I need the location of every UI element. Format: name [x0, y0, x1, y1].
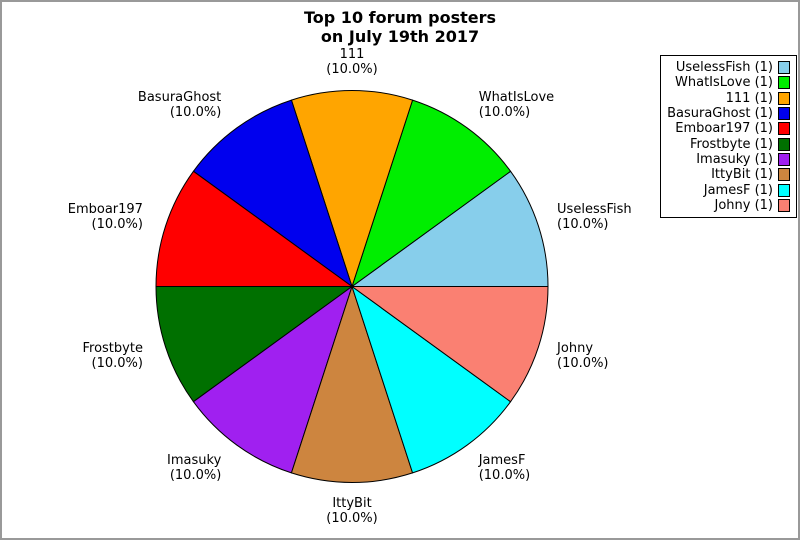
- legend-color-swatch: [778, 107, 790, 121]
- slice-label-percent: (10.0%): [169, 468, 222, 484]
- slice-label-percent: (10.0%): [91, 355, 143, 371]
- slice-label-name: 111: [339, 46, 365, 62]
- pie-slice-Johny: [351, 286, 549, 403]
- slice-label-Emboar197: Emboar197 (10.0%): [68, 202, 143, 232]
- slice-label-percent: (10.0%): [478, 104, 531, 120]
- slice-label-name: Emboar197: [67, 202, 143, 218]
- legend-item-label: Johny (1): [714, 197, 773, 213]
- slice-label-Johny: Johny (10.0%): [557, 341, 608, 371]
- pie-slice-111: [290, 90, 414, 287]
- legend-item-label: IttyBit (1): [711, 167, 773, 183]
- pie-slice-JamesF: [351, 286, 512, 474]
- slice-label-percent: (10.0%): [557, 355, 609, 371]
- pie-slice-Emboar197: [155, 170, 353, 287]
- legend-item-111: 111 (1): [665, 91, 790, 106]
- slice-label-name: UselessFish: [557, 202, 632, 218]
- slice-label-percent: (10.0%): [169, 104, 222, 120]
- legend-item-label: BasuraGhost (1): [667, 106, 773, 122]
- legend-item-WhatIsLove: WhatIsLove (1): [665, 75, 790, 90]
- slice-label-111: 111 (10.0%): [326, 47, 377, 77]
- legend-color-swatch: [778, 91, 790, 105]
- legend-item-BasuraGhost: BasuraGhost (1): [665, 106, 790, 121]
- legend-color-swatch: [778, 198, 790, 212]
- legend-item-label: 111 (1): [725, 90, 773, 106]
- pie-slice-BasuraGhost: [192, 99, 353, 287]
- legend-item-Frostbyte: Frostbyte (1): [665, 136, 790, 152]
- slice-label-name: Johny: [557, 340, 594, 356]
- legend-item-IttyBit: IttyBit (1): [665, 167, 790, 182]
- legend-item-JamesF: JamesF (1): [665, 182, 790, 198]
- legend-color-swatch: [778, 168, 790, 182]
- legend: UselessFish (1) WhatIsLove (1) 111 (1) Basu…: [660, 55, 797, 218]
- slice-label-name: BasuraGhost: [137, 89, 222, 105]
- slice-label-name: IttyBit: [332, 496, 372, 512]
- legend-item-Emboar197: Emboar197 (1): [665, 121, 790, 136]
- slice-label-percent: (10.0%): [326, 511, 378, 527]
- slice-label-name: Imasuky: [167, 453, 222, 469]
- slice-label-percent: (10.0%): [478, 468, 531, 484]
- pie-slice-IttyBit: [290, 286, 414, 483]
- legend-color-swatch: [778, 152, 790, 166]
- pie-slice-WhatIsLove: [351, 99, 512, 287]
- chart-title-line-1: Top 10 forum posters: [304, 8, 496, 27]
- slice-label-IttyBit: IttyBit (10.0%): [326, 496, 377, 526]
- legend-item-label: JamesF (1): [703, 182, 773, 198]
- legend-item-UselessFish: UselessFish (1): [665, 60, 790, 75]
- chart-title-line-2: on July 19th 2017: [320, 27, 480, 46]
- legend-color-swatch: [778, 183, 790, 197]
- slice-label-WhatIsLove: WhatIsLove (10.0%): [479, 90, 554, 120]
- slice-label-percent: (10.0%): [326, 61, 378, 77]
- slice-label-name: WhatIsLove: [478, 89, 555, 105]
- legend-item-Imasuky: Imasuky (1): [665, 152, 790, 167]
- legend-color-swatch: [778, 137, 790, 151]
- slice-label-UselessFish: UselessFish (10.0%): [557, 202, 632, 232]
- pie-slice-Frostbyte: [155, 286, 353, 403]
- legend-color-swatch: [778, 61, 790, 75]
- slice-label-Frostbyte: Frostbyte (10.0%): [82, 341, 142, 371]
- legend-item-label: Frostbyte (1): [689, 136, 773, 152]
- slice-label-JamesF: JamesF (10.0%): [479, 453, 530, 483]
- chart-title: Top 10 forum posters on July 19th 2017: [2, 8, 798, 46]
- slice-label-percent: (10.0%): [91, 217, 143, 233]
- slice-label-percent: (10.0%): [557, 217, 609, 233]
- legend-color-swatch: [778, 122, 790, 136]
- pie-slice-UselessFish: [351, 170, 549, 287]
- legend-item-label: Imasuky (1): [696, 151, 773, 167]
- legend-item-Johny: Johny (1): [665, 198, 790, 213]
- slice-label-name: Frostbyte: [82, 340, 143, 356]
- slice-label-name: JamesF: [478, 453, 526, 469]
- legend-item-label: WhatIsLove (1): [675, 75, 773, 91]
- slice-label-BasuraGhost: BasuraGhost (10.0%): [138, 90, 221, 120]
- pie-slice-Imasuky: [192, 286, 353, 474]
- legend-item-label: UselessFish (1): [675, 60, 773, 76]
- legend-item-label: Emboar197 (1): [675, 121, 773, 137]
- slice-label-Imasuky: Imasuky (10.0%): [167, 453, 221, 483]
- legend-color-swatch: [778, 76, 790, 90]
